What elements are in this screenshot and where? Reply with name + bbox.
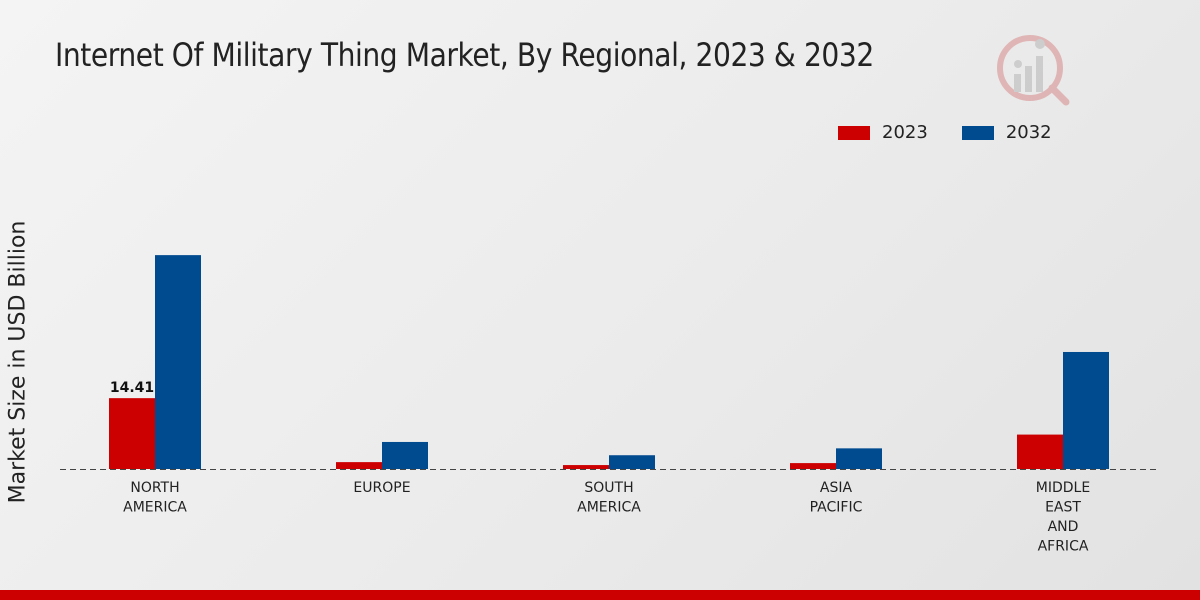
bar-2023-north-america	[109, 398, 155, 469]
x-tick-label: EAST	[1045, 500, 1081, 516]
bar-2032-europe	[382, 441, 428, 469]
watermark-logo-icon	[997, 35, 1070, 106]
x-tick-label: SOUTH	[584, 480, 633, 496]
bar-2023-middle-east-and-africa	[1017, 434, 1063, 469]
x-tick-label: EUROPE	[353, 480, 410, 496]
bar-2023-europe	[336, 462, 382, 469]
bottom-accent-bar	[0, 590, 1200, 600]
legend-swatch-2032	[961, 125, 994, 140]
legend: 2023 2032	[838, 122, 1086, 143]
legend-item-2023: 2023	[838, 122, 928, 143]
x-tick-label: MIDDLE	[1036, 480, 1090, 496]
x-tick-label: NORTH	[130, 480, 179, 496]
legend-item-2032: 2032	[961, 122, 1052, 143]
x-tick-label: ASIA	[820, 480, 853, 496]
bar-2023-south-america	[563, 465, 609, 469]
bar-2032-middle-east-and-africa	[1063, 351, 1109, 469]
bar-2032-asia-pacific	[836, 448, 882, 469]
x-tick-label: AND	[1048, 519, 1079, 535]
bar-2032-north-america	[155, 255, 201, 469]
data-label: 14.41	[110, 380, 154, 396]
x-tick-label: PACIFIC	[810, 500, 863, 516]
chart-title: Internet Of Military Thing Market, By Re…	[55, 36, 874, 74]
x-tick-label: AFRICA	[1038, 539, 1089, 555]
x-tick-label: AMERICA	[577, 500, 641, 516]
legend-swatch-2023	[838, 125, 870, 140]
bar-2032-south-america	[609, 455, 655, 469]
legend-label-2032: 2032	[1005, 122, 1052, 143]
bar-2023-asia-pacific	[790, 463, 836, 469]
x-tick-label: AMERICA	[123, 500, 187, 516]
legend-label-2023: 2023	[882, 122, 928, 143]
